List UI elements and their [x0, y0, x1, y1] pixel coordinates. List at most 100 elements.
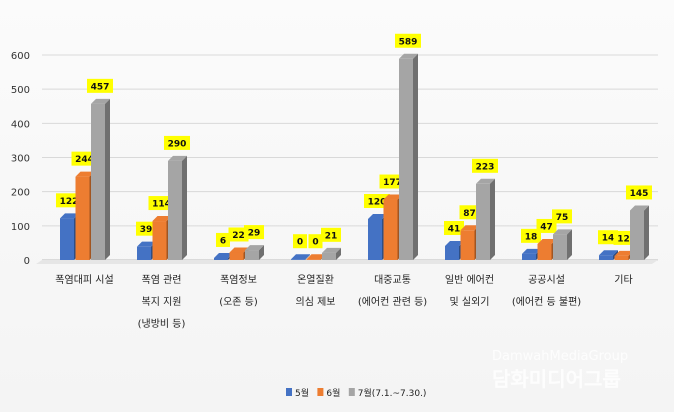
data-label: 6	[220, 236, 226, 246]
bar	[553, 234, 567, 260]
x-tick-label: (오존 등)	[219, 296, 258, 308]
y-tick-label: 500	[11, 85, 30, 96]
data-label-box	[444, 220, 464, 235]
x-tick-label: 폭염정보	[220, 274, 257, 286]
bar-side	[182, 155, 187, 260]
x-tick-label: 기타	[614, 274, 632, 286]
bar	[168, 160, 182, 260]
bar	[614, 255, 629, 260]
x-tick-label: 폭염 관련	[142, 274, 182, 286]
legend-swatch	[317, 388, 324, 396]
data-label-box	[459, 205, 480, 220]
data-label-box	[613, 230, 634, 245]
bar-top	[245, 245, 264, 251]
data-label: 39	[140, 225, 153, 235]
bar	[368, 219, 382, 260]
bar-top	[75, 171, 95, 177]
legend-swatch	[348, 388, 355, 396]
chart-floor	[36, 260, 658, 264]
bar-side	[305, 254, 310, 260]
bar	[322, 252, 336, 260]
bar-side	[644, 205, 649, 260]
data-label: 223	[476, 162, 495, 172]
bar-top	[214, 252, 233, 258]
bar-side	[336, 247, 341, 260]
bar	[306, 259, 321, 260]
data-label: 244	[75, 155, 94, 165]
bar-top	[322, 247, 341, 253]
bar	[229, 252, 244, 260]
data-label-box	[164, 135, 190, 150]
data-label: 75	[556, 213, 569, 223]
x-tick-label: 공공시설	[528, 274, 565, 286]
data-label: 18	[525, 232, 538, 242]
x-tick-label: (에어컨 등 불편)	[512, 296, 581, 308]
y-tick-label: 100	[11, 222, 30, 233]
bar-top	[460, 225, 480, 231]
bar-top	[537, 238, 557, 244]
x-tick-label: (에어컨 관련 등)	[358, 296, 427, 308]
data-label: 457	[91, 82, 110, 92]
bar	[460, 230, 475, 260]
data-label-box	[308, 234, 323, 249]
data-label: 14	[602, 234, 615, 244]
data-label: 589	[399, 37, 418, 47]
bar-top	[522, 248, 541, 254]
watermark-korean: 담화미디어그룹	[492, 367, 621, 391]
data-label-box	[321, 227, 341, 242]
watermark-latin: DamwahMediaGroup	[492, 349, 628, 364]
y-tick-label: 300	[11, 154, 30, 165]
data-label: 114	[152, 200, 171, 210]
bar	[630, 210, 644, 260]
data-label-box	[244, 225, 264, 240]
x-tick-label: 폭염대피 시설	[55, 274, 113, 286]
data-label: 29	[248, 229, 261, 239]
bar-top	[383, 194, 403, 200]
data-label: 120	[368, 198, 387, 208]
bar-top	[553, 229, 572, 235]
bar	[75, 176, 90, 260]
data-label-box	[472, 158, 498, 173]
x-tick-label: 의심 제보	[296, 296, 336, 308]
x-tick-label: 일반 에어컨	[445, 274, 494, 286]
data-label-box	[536, 218, 557, 233]
bar-side	[105, 98, 110, 260]
data-label-box	[216, 232, 230, 247]
bar	[537, 243, 552, 260]
bar-top	[476, 178, 495, 184]
bar-side	[413, 53, 418, 261]
data-label-box	[293, 234, 307, 249]
bar	[599, 255, 613, 260]
data-label-box	[395, 33, 421, 48]
data-label: 145	[630, 189, 649, 199]
bar	[137, 246, 151, 260]
x-tick-label: 대중교통	[374, 274, 411, 286]
bar	[91, 103, 105, 260]
legend-entry: 7월(7.1.~7.30.)	[358, 387, 427, 399]
data-label-box	[626, 185, 652, 200]
bar	[445, 245, 459, 260]
x-tick-label: 및 실외기	[450, 296, 490, 308]
bar-side	[259, 245, 264, 260]
legend-swatch	[286, 388, 292, 396]
bar-top	[614, 250, 634, 256]
data-label-box	[552, 209, 572, 224]
x-tick-label: 온열질환	[297, 274, 334, 286]
bar-top	[599, 250, 618, 256]
data-label: 12	[617, 234, 630, 244]
data-label-box	[598, 230, 618, 245]
bar-top	[399, 53, 418, 59]
data-label: 0	[312, 238, 318, 248]
bar-top	[445, 240, 464, 246]
bar	[291, 259, 305, 260]
legend-entry: 6월	[326, 387, 340, 399]
bar-side	[567, 229, 572, 260]
bar-top	[368, 214, 387, 219]
y-tick-label: 400	[11, 119, 30, 130]
bar-top	[229, 247, 249, 253]
data-label: 47	[540, 222, 553, 232]
bar	[214, 257, 228, 260]
data-label-box	[87, 78, 113, 93]
x-tick-label: 복지 지원	[142, 296, 182, 308]
